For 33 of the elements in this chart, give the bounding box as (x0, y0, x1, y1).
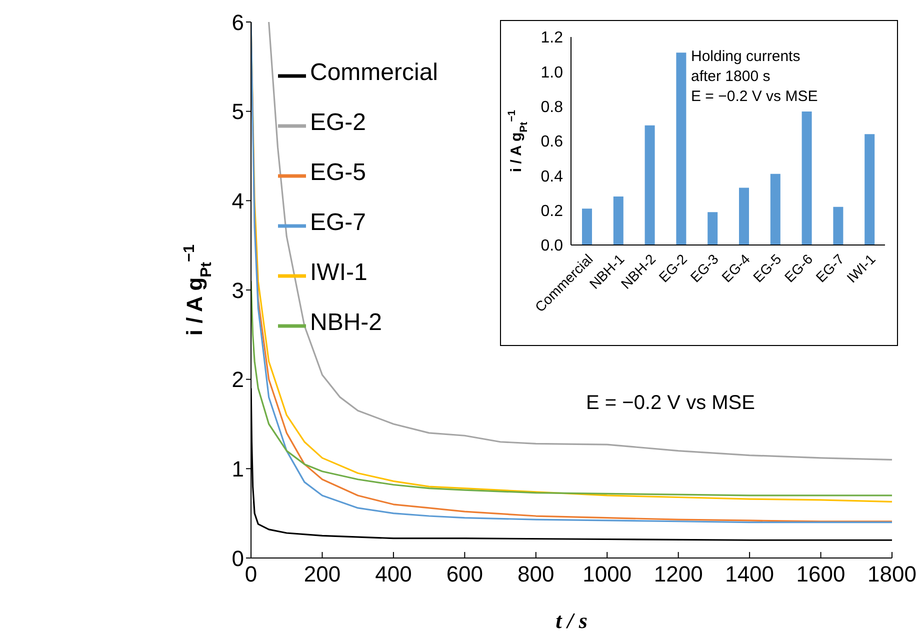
x-tick-label: 1400 (725, 562, 774, 587)
x-tick-label: 600 (446, 562, 484, 587)
y-tick-label: 0.4 (540, 168, 564, 186)
annotation: after 1800 s (691, 67, 772, 87)
legend-label: NBH-2 (310, 309, 382, 336)
legend-label: Commercial (310, 59, 438, 86)
x-tick-label: 1000 (582, 562, 632, 587)
y-tick-label: 0.2 (540, 203, 564, 220)
x-tick-label: 1200 (654, 562, 703, 587)
annotation: E = −0.2 V vs MSE (691, 87, 818, 107)
annotation: Holding currents (691, 47, 802, 67)
y-tick-label: 5 (232, 99, 244, 124)
x-tick-label: 200 (304, 562, 341, 587)
annotation: E = −0.2 V vs MSE (586, 392, 755, 415)
y-tick-label: 2 (232, 367, 244, 392)
x-tick-label: 1800 (868, 562, 916, 587)
y-tick-label: 1.0 (540, 64, 564, 82)
y-tick-label: 1.2 (540, 30, 564, 47)
x-tick-label: 800 (518, 562, 554, 587)
legend-label: EG-2 (310, 109, 366, 136)
y-tick-label: 0.0 (540, 238, 564, 255)
y-tick-label: 3 (232, 278, 244, 303)
x-tick-label: 400 (375, 562, 412, 587)
y-tick-label: 1 (232, 456, 244, 482)
legend-label: EG-7 (310, 209, 366, 236)
y-tick-label: 0.6 (540, 134, 564, 151)
y-tick-label: 0.8 (540, 99, 564, 116)
y-tick-label: 4 (232, 188, 244, 214)
x-axis-title: t / s (556, 608, 588, 633)
y-tick-label: 0 (232, 546, 244, 571)
x-tick-label: 1600 (796, 562, 846, 587)
legend-label: EG-5 (310, 159, 366, 186)
y-tick-label: 6 (232, 10, 244, 35)
